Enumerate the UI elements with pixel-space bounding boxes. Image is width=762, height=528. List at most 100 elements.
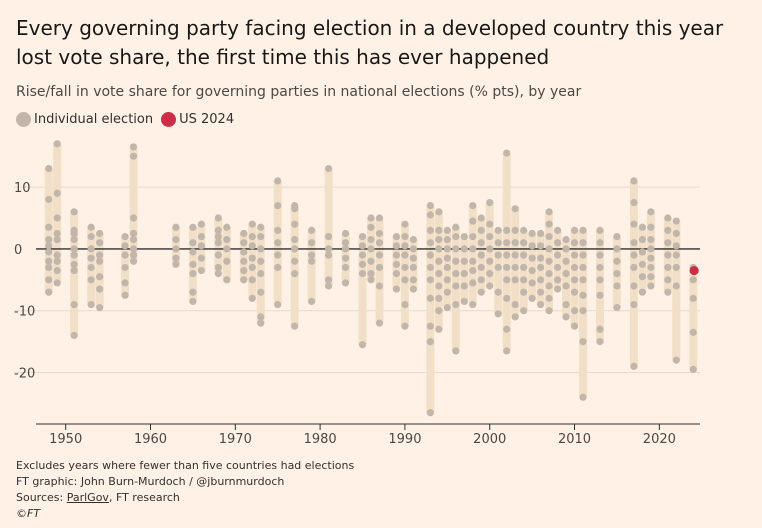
point-1969-1 (223, 236, 231, 244)
range-bar-1985 (358, 236, 367, 345)
point-2009-6 (562, 313, 570, 321)
point-1968-2 (214, 232, 222, 241)
point-2000-0 (486, 198, 494, 207)
point-2017-1 (630, 198, 638, 207)
point-2013-2 (596, 251, 604, 259)
point-2013-1 (596, 239, 604, 247)
point-2007-8 (545, 307, 553, 315)
point-1993-2 (426, 226, 434, 234)
point-1993-6 (426, 276, 434, 284)
point-1972-6 (248, 294, 256, 302)
point-2004-1 (520, 239, 528, 247)
point-2002-0 (503, 149, 511, 157)
point-1973-1 (257, 232, 265, 241)
point-2019-0 (647, 208, 655, 216)
point-1998-7 (469, 300, 477, 309)
point-1999-0 (477, 214, 485, 222)
point-1948-8 (45, 276, 53, 284)
point-2007-4 (545, 257, 553, 265)
point-1996-1 (452, 232, 460, 241)
point-1948-6 (45, 257, 53, 265)
point-1986-1 (367, 223, 375, 231)
point-1975-0 (274, 177, 282, 185)
point-1953-1 (87, 232, 95, 241)
x-tick-label-1970: 1970 (219, 432, 252, 447)
point-1990-3 (401, 251, 409, 259)
x-tick-label-2010: 2010 (558, 432, 591, 447)
point-1987-6 (375, 319, 384, 327)
point-2002-1 (503, 226, 511, 234)
point-1996-2 (452, 245, 460, 253)
point-1971-2 (240, 248, 248, 256)
point-2015-5 (613, 304, 621, 312)
point-2006-3 (537, 263, 545, 272)
point-2024-2 (689, 294, 697, 302)
ft-brand: ©FT (16, 507, 41, 520)
point-2003-6 (511, 300, 519, 309)
point-1973-3 (257, 257, 265, 265)
point-2003-3 (511, 251, 519, 259)
point-1951-6 (70, 260, 78, 268)
point-1990-0 (401, 220, 409, 228)
point-2010-1 (570, 239, 579, 247)
point-2024-1 (689, 276, 697, 284)
point-1963-3 (172, 254, 180, 262)
point-1995-4 (443, 263, 451, 272)
point-1949-6 (53, 257, 61, 265)
point-2002-4 (503, 263, 511, 272)
legend-dot-red (161, 112, 177, 127)
point-1953-0 (87, 223, 95, 231)
point-1991-4 (409, 276, 418, 284)
x-tick-label-1990: 1990 (388, 432, 421, 447)
point-2011-6 (579, 307, 587, 315)
point-1951-2 (70, 229, 78, 238)
point-1986-0 (367, 214, 375, 222)
point-1987-5 (375, 282, 384, 290)
point-1948-0 (45, 164, 53, 173)
point-1972-3 (248, 254, 256, 262)
point-1997-3 (460, 270, 468, 278)
point-2008-5 (553, 285, 562, 293)
point-1963-2 (172, 245, 180, 253)
point-2011-5 (579, 291, 587, 299)
point-1975-4 (274, 251, 282, 259)
point-2002-5 (503, 276, 511, 284)
point-2019-7 (647, 282, 655, 290)
point-1998-3 (469, 245, 477, 253)
point-1966-4 (197, 266, 205, 275)
point-2008-3 (553, 263, 562, 272)
point-1972-0 (248, 220, 256, 228)
sources-label: Sources: (16, 491, 67, 504)
sources-link-parlgov[interactable]: ParlGov (66, 491, 109, 504)
point-1949-8 (53, 279, 61, 287)
point-1957-5 (121, 291, 129, 299)
point-1958-4 (129, 236, 138, 244)
point-1993-3 (426, 239, 434, 247)
range-bar-1958 (129, 146, 138, 262)
point-1981-3 (324, 251, 333, 259)
point-1948-9 (45, 288, 53, 296)
y-axis-labels: 10 0 -10 -20 (14, 181, 35, 381)
point-1951-8 (70, 300, 78, 309)
point-2022-5 (672, 282, 680, 290)
point-1983-0 (341, 229, 350, 238)
x-tick-label-2020: 2020 (643, 432, 676, 447)
point-2021-3 (664, 251, 672, 259)
point-2005-3 (528, 266, 536, 275)
footer-credit: FT graphic: John Burn-Murdoch / @jburnmu… (16, 475, 285, 488)
point-2017-5 (630, 263, 638, 272)
point-1949-3 (53, 229, 61, 238)
point-1997-5 (460, 297, 468, 306)
point-1999-4 (477, 263, 485, 272)
point-1987-3 (375, 251, 384, 259)
point-1977-4 (291, 245, 299, 253)
point-1993-10 (426, 409, 434, 417)
point-2018-1 (638, 236, 646, 244)
point-1954-1 (96, 239, 104, 247)
point-1986-4 (367, 257, 375, 265)
point-2002-7 (503, 325, 511, 333)
point-1998-2 (469, 232, 477, 241)
point-1965-6 (189, 297, 197, 306)
point-2022-6 (672, 356, 680, 364)
point-1993-8 (426, 322, 434, 330)
